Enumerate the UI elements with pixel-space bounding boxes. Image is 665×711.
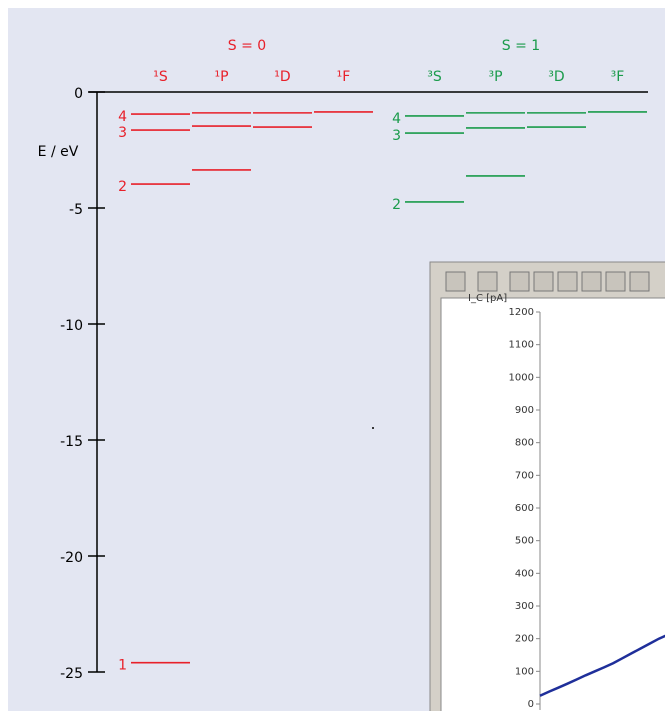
y-tick-label: -15 xyxy=(60,434,83,450)
column-label: ³P xyxy=(488,69,502,85)
level-label: 4 xyxy=(118,109,127,125)
y-tick-label: -25 xyxy=(60,666,83,682)
y-tick-label: -10 xyxy=(60,318,83,334)
level-label: 1 xyxy=(118,658,127,674)
column-label: ³S xyxy=(427,69,442,85)
y-tick-label: 1100 xyxy=(509,340,534,351)
column-label: ¹P xyxy=(214,69,228,85)
level-label: 2 xyxy=(392,197,401,213)
y-tick-label: 400 xyxy=(515,568,534,579)
level-label: 3 xyxy=(392,128,401,144)
y-tick-label: 900 xyxy=(515,405,534,416)
column-label: ³D xyxy=(548,69,564,85)
y-tick-label: 1000 xyxy=(509,372,534,383)
y-tick-label: 300 xyxy=(515,601,534,612)
y-tick-label: 200 xyxy=(515,634,534,645)
column-label: ¹F xyxy=(337,69,351,85)
column-label: ¹S xyxy=(153,69,168,85)
y-tick-label: 0 xyxy=(528,699,534,710)
y-tick-label: 1200 xyxy=(509,307,534,318)
inset-window: I_C [pA] 0 100 200 300 400 500 600 700 800 900 1000… xyxy=(430,262,665,711)
group-title: S = 0 xyxy=(228,38,266,54)
group-title: S = 1 xyxy=(502,38,540,54)
level-label: 3 xyxy=(118,125,127,141)
y-axis-label: E / eV xyxy=(38,144,79,160)
column-label: ³F xyxy=(611,69,625,85)
y-tick-label: 100 xyxy=(515,666,534,677)
plot-area xyxy=(441,298,665,711)
y-axis-label: I_C [pA] xyxy=(468,293,507,304)
y-tick-label: 0 xyxy=(74,86,83,102)
y-tick-label: 700 xyxy=(515,470,534,481)
y-tick-label: 600 xyxy=(515,503,534,514)
y-tick-label: 800 xyxy=(515,438,534,449)
level-label: 4 xyxy=(392,111,401,127)
y-tick-label: -5 xyxy=(69,202,83,218)
y-tick-label: -20 xyxy=(60,550,83,566)
level-label: 2 xyxy=(118,179,127,195)
y-tick-label: 500 xyxy=(515,536,534,547)
dot xyxy=(372,427,374,429)
figure: E / eV0-5-10-15-20-25S = 0¹S1234¹P¹D¹FS … xyxy=(0,0,665,711)
column-label: ¹D xyxy=(274,69,290,85)
